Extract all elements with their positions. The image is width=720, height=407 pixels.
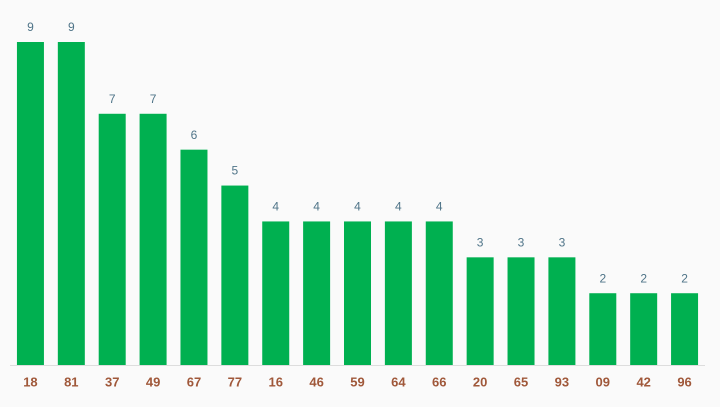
x-tick-label: 64 [391, 374, 406, 389]
x-tick-label: 37 [105, 374, 119, 389]
value-label: 2 [599, 271, 606, 285]
x-tick-label: 93 [555, 374, 569, 389]
bar [221, 185, 249, 365]
bar [262, 221, 290, 365]
value-label: 4 [395, 200, 402, 214]
bar [180, 149, 208, 365]
x-tick-label: 81 [64, 374, 78, 389]
value-label: 9 [68, 20, 75, 34]
x-tick-label: 18 [23, 374, 37, 389]
value-label: 7 [150, 92, 157, 106]
x-tick-label: 66 [432, 374, 446, 389]
x-tick-label: 65 [514, 374, 528, 389]
bar [384, 221, 412, 365]
value-label: 4 [354, 200, 361, 214]
value-label: 9 [27, 20, 34, 34]
value-label: 3 [559, 236, 566, 250]
bar [630, 293, 658, 365]
value-label: 7 [109, 92, 116, 106]
value-label: 6 [191, 128, 198, 142]
value-label: 2 [640, 271, 647, 285]
bar [57, 42, 85, 365]
x-tick-label: 09 [596, 374, 610, 389]
x-tick-label: 59 [350, 374, 364, 389]
x-tick-label: 20 [473, 374, 487, 389]
bar [466, 257, 494, 365]
bar [507, 257, 535, 365]
bar [139, 113, 167, 366]
bar [671, 293, 699, 365]
x-tick-label: 77 [228, 374, 242, 389]
bar [98, 113, 126, 366]
value-label: 4 [436, 200, 443, 214]
value-label: 2 [681, 271, 688, 285]
x-tick-label: 49 [146, 374, 160, 389]
x-tick-label: 67 [187, 374, 201, 389]
bar [425, 221, 453, 365]
value-label: 4 [313, 200, 320, 214]
x-tick-label: 46 [309, 374, 323, 389]
bar [303, 221, 331, 365]
bar [16, 42, 44, 365]
bar [344, 221, 371, 365]
bar [548, 257, 576, 365]
value-label: 3 [518, 236, 525, 250]
x-tick-label: 42 [636, 374, 650, 389]
value-label: 5 [232, 164, 239, 178]
value-label: 3 [477, 236, 484, 250]
x-tick-label: 96 [677, 374, 691, 389]
value-label: 4 [272, 200, 279, 214]
x-tick-label: 16 [269, 374, 283, 389]
bar [589, 293, 617, 365]
